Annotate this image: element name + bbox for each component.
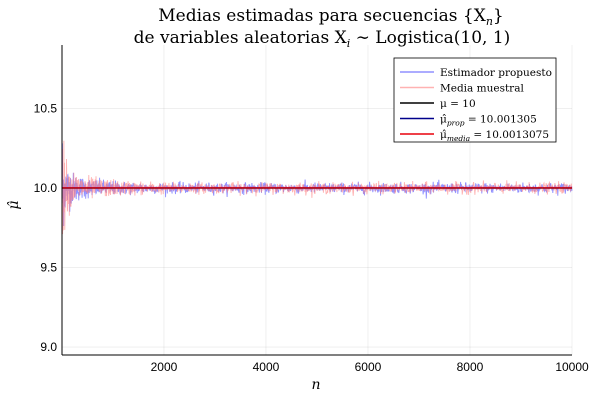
y-tick-label-2: 10.0 <box>34 181 58 195</box>
chart-title-line-2: de variables aleatorias Xi ∼ Logistica(1… <box>134 28 511 50</box>
x-tick-label-0: 2000 <box>151 360 178 374</box>
title-1-main: Medias estimadas para secuencias {X <box>158 6 486 26</box>
title-2-sub: i <box>347 37 351 50</box>
title-1-end: } <box>493 6 504 26</box>
plot-area <box>61 140 573 235</box>
title-2-end: ∼ Logistica(10, 1) <box>350 28 510 48</box>
legend: Estimador propuesto Media muestral μ = 10 μ… <box>393 57 557 143</box>
title-2-main: de variables aleatorias X <box>134 28 348 48</box>
tick-labels: 2000 4000 6000 8000 10000 9.0 9.5 10.0 10.5 <box>34 102 589 374</box>
legend-label-4: μ̂media = 10.0013075 <box>440 129 549 143</box>
x-axis-label: n <box>311 377 320 393</box>
legend-label-2: μ = 10 <box>440 98 476 110</box>
grid <box>62 45 573 355</box>
x-tick-label-1: 4000 <box>253 360 280 374</box>
x-tick-label-4: 10000 <box>555 360 589 374</box>
x-tick-label-3: 8000 <box>457 360 484 374</box>
y-tick-label-3: 10.5 <box>34 102 58 116</box>
title-1-sub: n <box>486 15 493 28</box>
y-axis-label: μ̂ <box>6 200 22 209</box>
legend-label-0: Estimador propuesto <box>440 67 552 79</box>
y-tick-label-0: 9.0 <box>40 340 57 354</box>
legend-label-3: μ̂prop = 10.001305 <box>440 114 537 128</box>
y-tick-label-1: 9.5 <box>40 261 57 275</box>
legend-label-1: Media muestral <box>440 83 524 95</box>
axes <box>61 45 572 356</box>
x-tick-label-2: 6000 <box>355 360 382 374</box>
chart-title-line-1: Medias estimadas para secuencias {Xn} <box>158 6 504 28</box>
